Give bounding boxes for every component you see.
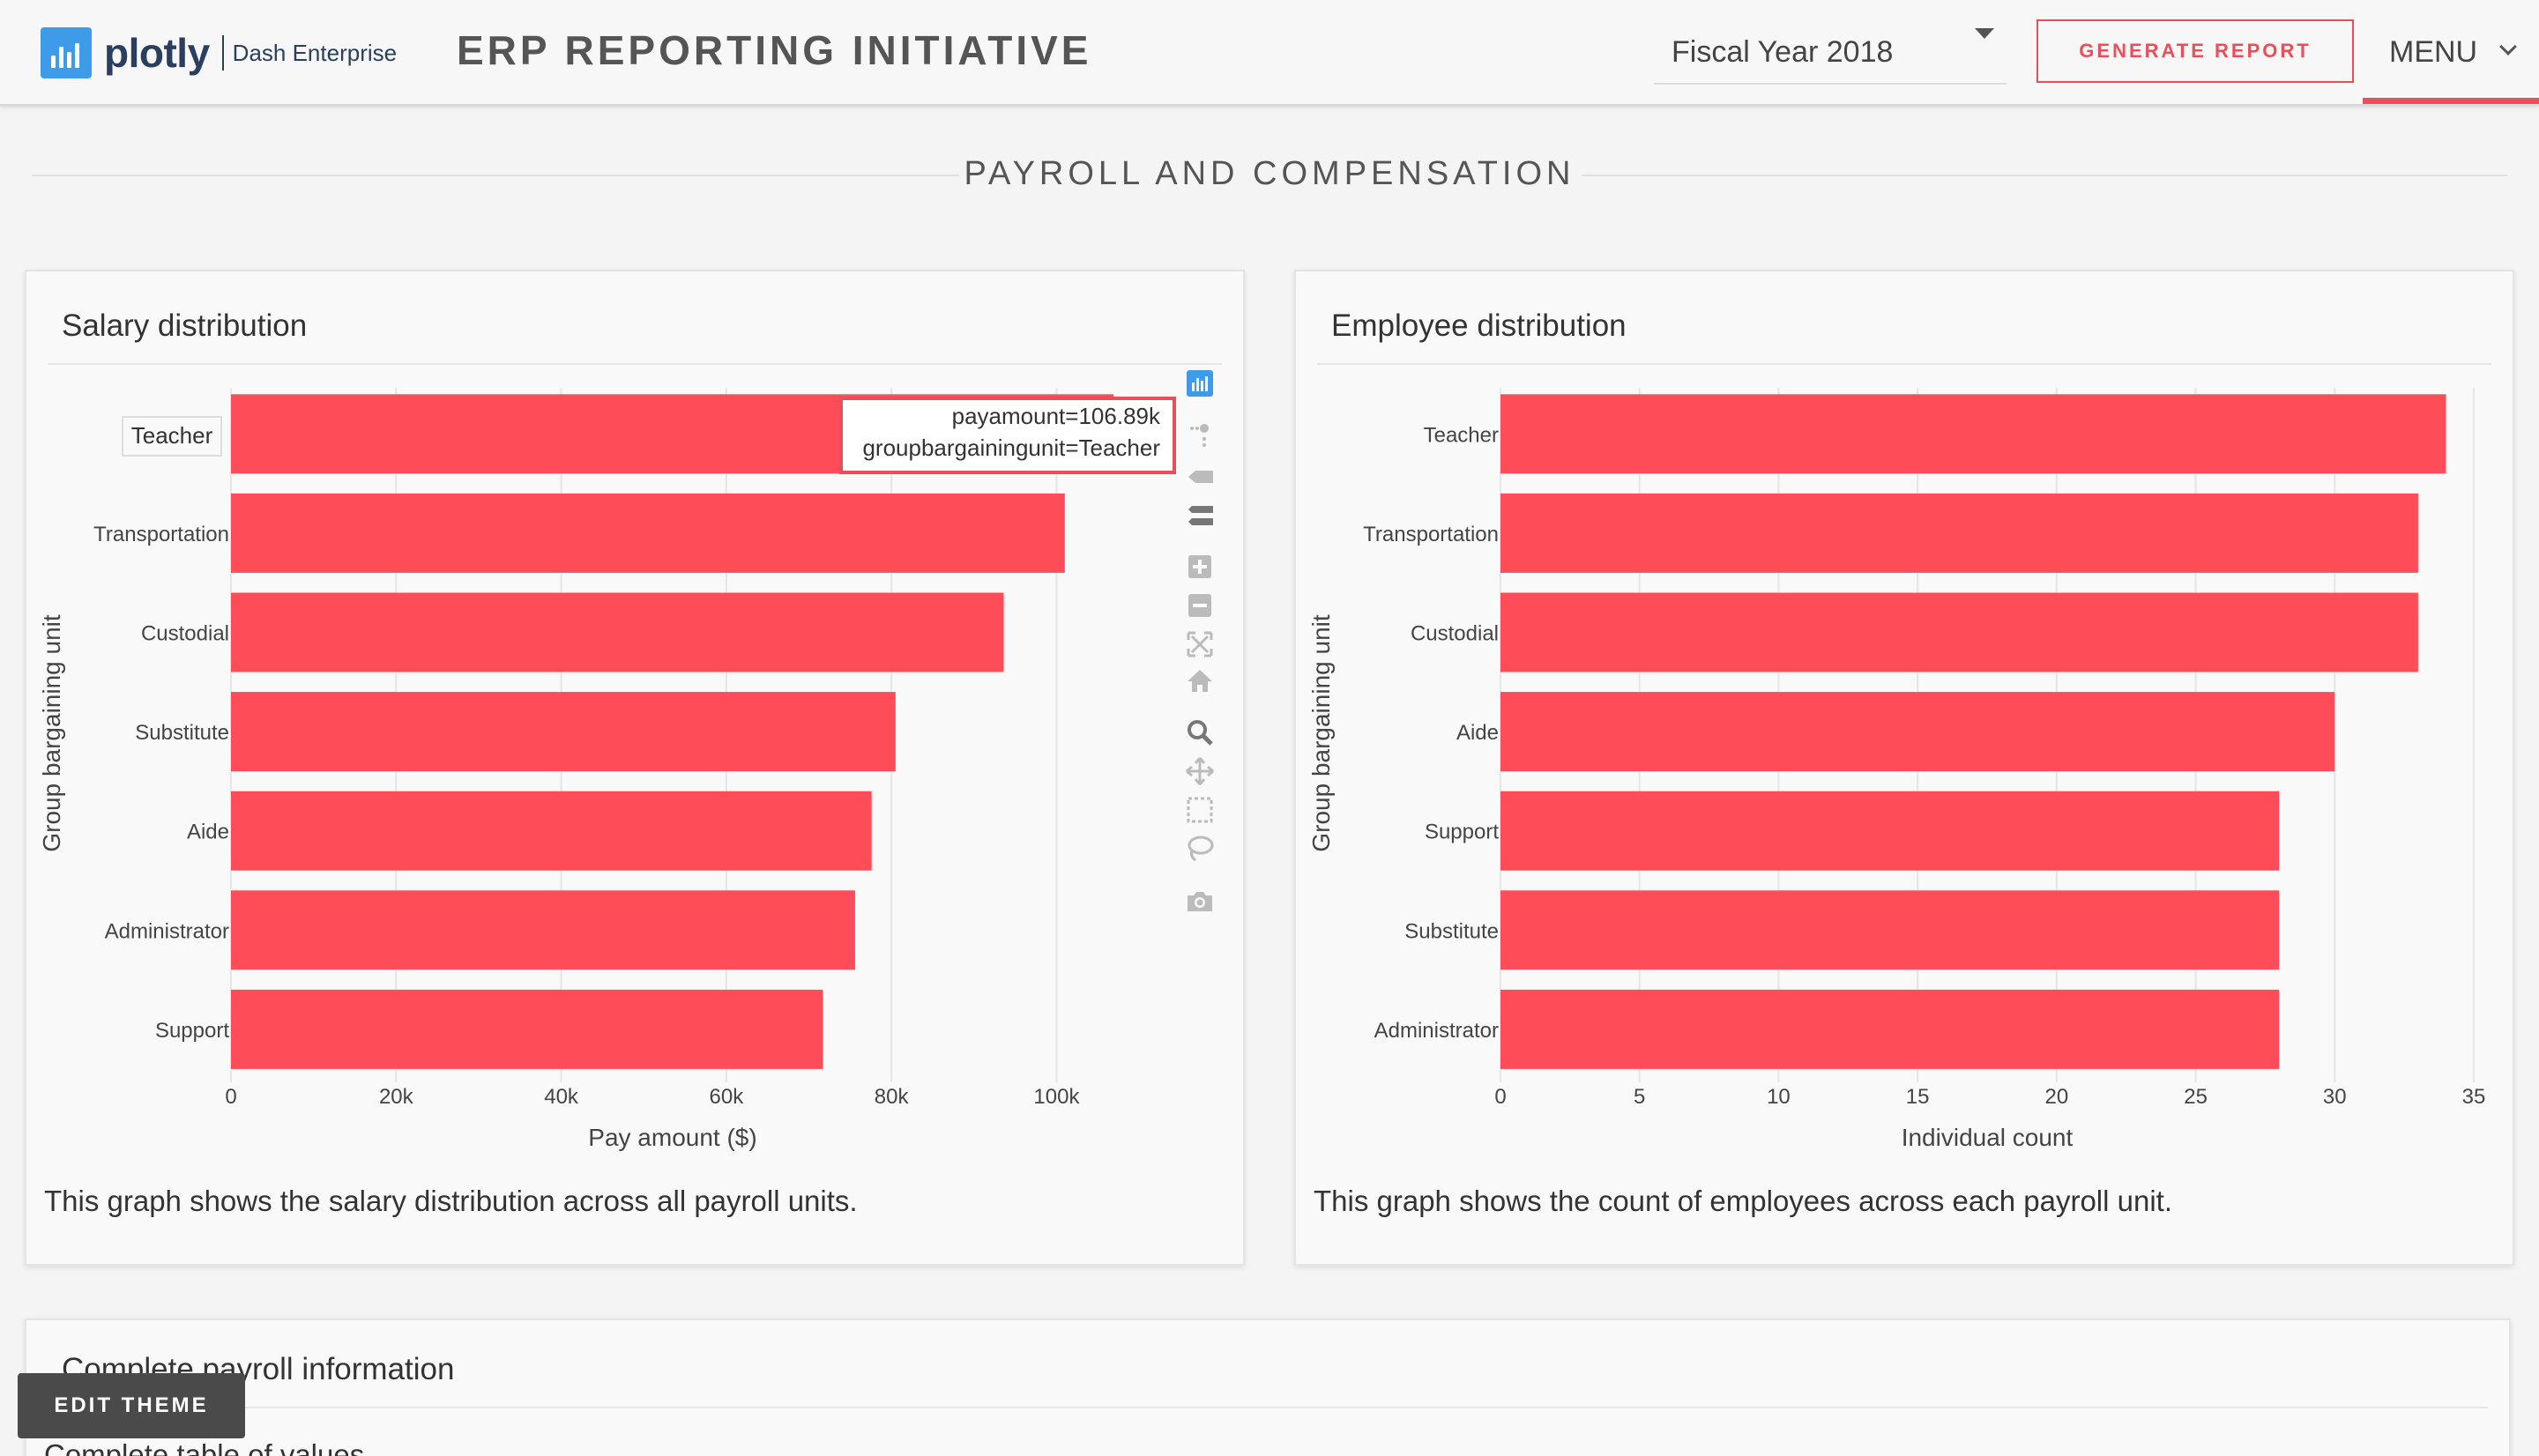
section-divider-right xyxy=(1582,175,2507,176)
plotly-logo-icon xyxy=(41,27,92,78)
x-tick-label: 20k xyxy=(379,1085,414,1109)
x-tick-label: 25 xyxy=(2184,1085,2208,1109)
y-tick-label: Teacher xyxy=(1424,423,1499,447)
card-description: This graph shows the salary distribution… xyxy=(44,1185,858,1217)
x-tick-label: 100k xyxy=(1033,1085,1080,1109)
y-tick-label: Aide xyxy=(187,821,229,844)
x-tick-label: 35 xyxy=(2462,1085,2486,1109)
x-axis-title: Individual count xyxy=(1902,1124,2074,1151)
tooltip-line: payamount=106.89k xyxy=(951,403,1160,429)
zoom-icon[interactable] xyxy=(1183,716,1217,749)
hover-axis-label: Teacher xyxy=(122,416,222,457)
camera-icon[interactable] xyxy=(1183,885,1217,918)
tooltip-line: groupbargainingunit=Teacher xyxy=(862,435,1160,461)
lasso-icon[interactable] xyxy=(1183,832,1217,865)
y-tick-label: Substitute xyxy=(135,721,229,745)
bar[interactable] xyxy=(231,692,896,772)
plotly-logo[interactable]: plotly Dash Enterprise xyxy=(41,26,397,79)
bar[interactable] xyxy=(231,989,823,1069)
y-tick-label: Administrator xyxy=(105,919,229,943)
edit-theme-button[interactable]: EDIT THEME xyxy=(18,1373,245,1438)
y-tick-label: Substitute xyxy=(1404,919,1499,943)
y-tick-label: Custodial xyxy=(141,622,229,646)
fiscal-year-value: Fiscal Year 2018 xyxy=(1672,35,1894,69)
bar[interactable] xyxy=(231,592,1004,672)
y-tick-label: Custodial xyxy=(1411,622,1499,646)
bar[interactable] xyxy=(1500,791,2280,871)
payroll-information-card: Complete payroll information Complete ta… xyxy=(25,1319,2511,1456)
compare-hover-icon[interactable] xyxy=(1183,418,1217,451)
bar[interactable] xyxy=(231,890,855,970)
bar[interactable] xyxy=(1500,890,2280,970)
home-icon[interactable] xyxy=(1183,665,1217,698)
x-tick-label: 30 xyxy=(2323,1085,2347,1109)
logo-separator xyxy=(221,35,224,71)
pan-icon[interactable] xyxy=(1183,754,1217,788)
card-divider xyxy=(48,1407,2488,1408)
menu-label: MENU xyxy=(2389,35,2478,69)
y-tick-label: Transportation xyxy=(93,523,229,546)
generate-report-button[interactable]: GENERATE REPORT xyxy=(2036,19,2354,83)
y-tick-label: Transportation xyxy=(1363,523,1499,546)
y-axis-title: Group bargaining unit xyxy=(38,614,65,852)
y-tick-label: Administrator xyxy=(1374,1019,1499,1043)
bar[interactable] xyxy=(1500,493,2418,573)
card-title: Employee distribution xyxy=(1331,308,1627,343)
card-description: This graph shows the count of employees … xyxy=(1314,1185,2173,1217)
bar[interactable] xyxy=(1500,989,2280,1069)
x-tick-label: 5 xyxy=(1634,1085,1645,1109)
card-divider xyxy=(1317,363,2491,365)
card-divider xyxy=(48,363,1222,365)
salary-bar-chart[interactable]: 0 20k 40k 60k 80k 100k Transportation Custodial… xyxy=(0,0,1252,1163)
x-tick-label: 10 xyxy=(1767,1085,1791,1109)
plotly-logo-icon[interactable] xyxy=(1183,367,1217,400)
bar[interactable] xyxy=(1500,394,2446,474)
bar[interactable] xyxy=(1500,692,2335,772)
y-tick-label: Aide xyxy=(1456,721,1499,745)
logo-wordmark: plotly xyxy=(104,30,210,76)
bar[interactable] xyxy=(231,493,1065,573)
x-tick-label: 0 xyxy=(225,1085,236,1109)
y-tick-label: Support xyxy=(155,1019,229,1043)
zoom-out-icon[interactable] xyxy=(1183,589,1217,622)
x-tick-label: 0 xyxy=(1494,1085,1506,1109)
logo-subtitle: Dash Enterprise xyxy=(232,39,398,66)
y-tick-label: Support xyxy=(1425,821,1499,844)
app-title: ERP REPORTING INITIATIVE xyxy=(457,27,1092,73)
app-header: plotly Dash Enterprise ERP REPORTING INI… xyxy=(0,0,2539,106)
bar[interactable] xyxy=(231,791,872,871)
card-subtitle: Complete table of values xyxy=(44,1438,365,1456)
caret-down-icon xyxy=(1975,28,1994,39)
employee-bar-chart[interactable]: 0 5 10 15 20 25 30 35 Teacher Transportation Custo… xyxy=(0,0,2539,1163)
spike-lines-icon[interactable] xyxy=(1183,499,1217,532)
bar[interactable] xyxy=(1500,592,2418,672)
box-select-icon[interactable] xyxy=(1183,793,1217,827)
section-title: PAYROLL AND COMPENSATION xyxy=(964,155,1575,192)
x-tick-label: 60k xyxy=(710,1085,745,1109)
section-divider-left xyxy=(32,175,959,176)
x-tick-label: 40k xyxy=(544,1085,579,1109)
zoom-in-icon[interactable] xyxy=(1183,550,1217,583)
autoscale-icon[interactable] xyxy=(1183,628,1217,661)
card-title: Salary distribution xyxy=(62,308,308,343)
x-tick-label: 15 xyxy=(1906,1085,1930,1109)
menu-button[interactable]: MENU xyxy=(2363,0,2539,104)
fiscal-year-dropdown[interactable]: Fiscal Year 2018 xyxy=(1654,19,2007,85)
y-axis-title: Group bargaining unit xyxy=(1307,614,1335,852)
hover-tooltip: payamount=106.89k groupbargainingunit=Te… xyxy=(839,397,1176,474)
x-tick-label: 80k xyxy=(875,1085,910,1109)
closest-hover-icon[interactable] xyxy=(1183,460,1217,494)
x-tick-label: 20 xyxy=(2045,1085,2069,1109)
x-axis-title: Pay amount ($) xyxy=(588,1124,756,1151)
